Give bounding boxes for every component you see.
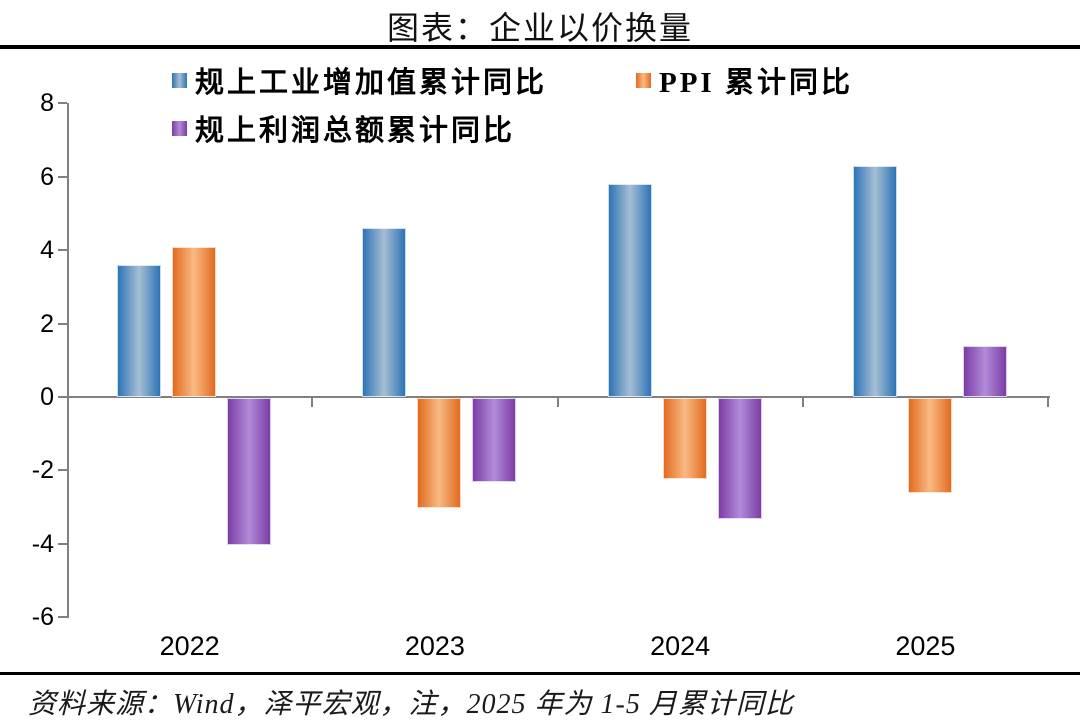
bar-PPI 累计同比-2022 bbox=[172, 246, 216, 397]
top-divider-line bbox=[0, 45, 1080, 49]
y-axis-tick bbox=[58, 249, 67, 252]
legend-item-industrial-value-added: 规上工业增加值累计同比 bbox=[172, 63, 547, 99]
bar-规上利润总额累计同比-2024 bbox=[717, 398, 762, 520]
y-axis-line bbox=[67, 103, 69, 618]
bar-规上工业增加值累计同比-2024 bbox=[607, 184, 652, 397]
y-axis-label: 0 bbox=[40, 383, 54, 411]
y-axis-tick bbox=[58, 175, 67, 178]
x-axis-label: 2023 bbox=[404, 631, 465, 661]
legend-marker-blue-icon bbox=[172, 72, 187, 88]
y-axis-label: -4 bbox=[31, 529, 54, 558]
y-axis-label: 8 bbox=[40, 89, 54, 118]
legend-marker-purple-icon bbox=[172, 120, 187, 136]
y-axis-label: 4 bbox=[40, 236, 54, 265]
bar-规上工业增加值累计同比-2023 bbox=[362, 228, 407, 397]
y-axis-label: 6 bbox=[40, 162, 54, 191]
legend-marker-orange-icon bbox=[636, 72, 651, 88]
source-note: 资料来源：Wind，泽平宏观，注，2025 年为 1-5 月累计同比 bbox=[28, 689, 794, 720]
y-axis-tick bbox=[58, 542, 67, 545]
chart-title: 图表：企业以价换量 bbox=[386, 10, 693, 46]
x-axis-label: 2022 bbox=[159, 631, 220, 661]
x-axis-tick bbox=[311, 398, 314, 407]
bar-规上利润总额累计同比-2025 bbox=[962, 345, 1007, 397]
bar-PPI 累计同比-2025 bbox=[907, 398, 952, 494]
y-axis-label: 2 bbox=[40, 309, 54, 338]
bar-规上工业增加值累计同比-2022 bbox=[117, 264, 161, 397]
bar-规上利润总额累计同比-2023 bbox=[472, 398, 517, 483]
x-axis-tick bbox=[556, 398, 559, 407]
legend-label-industrial-value-added: 规上工业增加值累计同比 bbox=[195, 67, 548, 99]
y-axis-label: -2 bbox=[31, 456, 54, 485]
y-axis-tick bbox=[58, 396, 67, 398]
y-axis-tick bbox=[58, 616, 67, 619]
x-axis-tick bbox=[1047, 398, 1049, 407]
bar-规上工业增加值累计同比-2025 bbox=[852, 165, 897, 397]
legend-item-ppi: PPI 累计同比 bbox=[636, 63, 853, 99]
y-axis-tick bbox=[58, 102, 67, 105]
x-axis-label: 2025 bbox=[895, 631, 956, 661]
legend-item-total-profit: 规上利润总额累计同比 bbox=[172, 111, 515, 147]
x-axis-tick bbox=[801, 398, 804, 407]
bar-规上利润总额累计同比-2022 bbox=[227, 398, 271, 545]
bar-PPI 累计同比-2024 bbox=[662, 398, 707, 479]
bar-PPI 累计同比-2023 bbox=[417, 398, 462, 509]
y-axis-tick bbox=[58, 469, 67, 472]
y-axis-label: -6 bbox=[31, 603, 54, 632]
y-axis-tick bbox=[58, 322, 67, 325]
legend-label-total-profit: 规上利润总额累计同比 bbox=[195, 115, 516, 147]
legend-label-ppi: PPI 累计同比 bbox=[659, 67, 853, 99]
bottom-divider-line bbox=[0, 672, 1080, 675]
x-axis-label: 2024 bbox=[650, 631, 711, 661]
x-axis-line bbox=[67, 396, 1050, 398]
